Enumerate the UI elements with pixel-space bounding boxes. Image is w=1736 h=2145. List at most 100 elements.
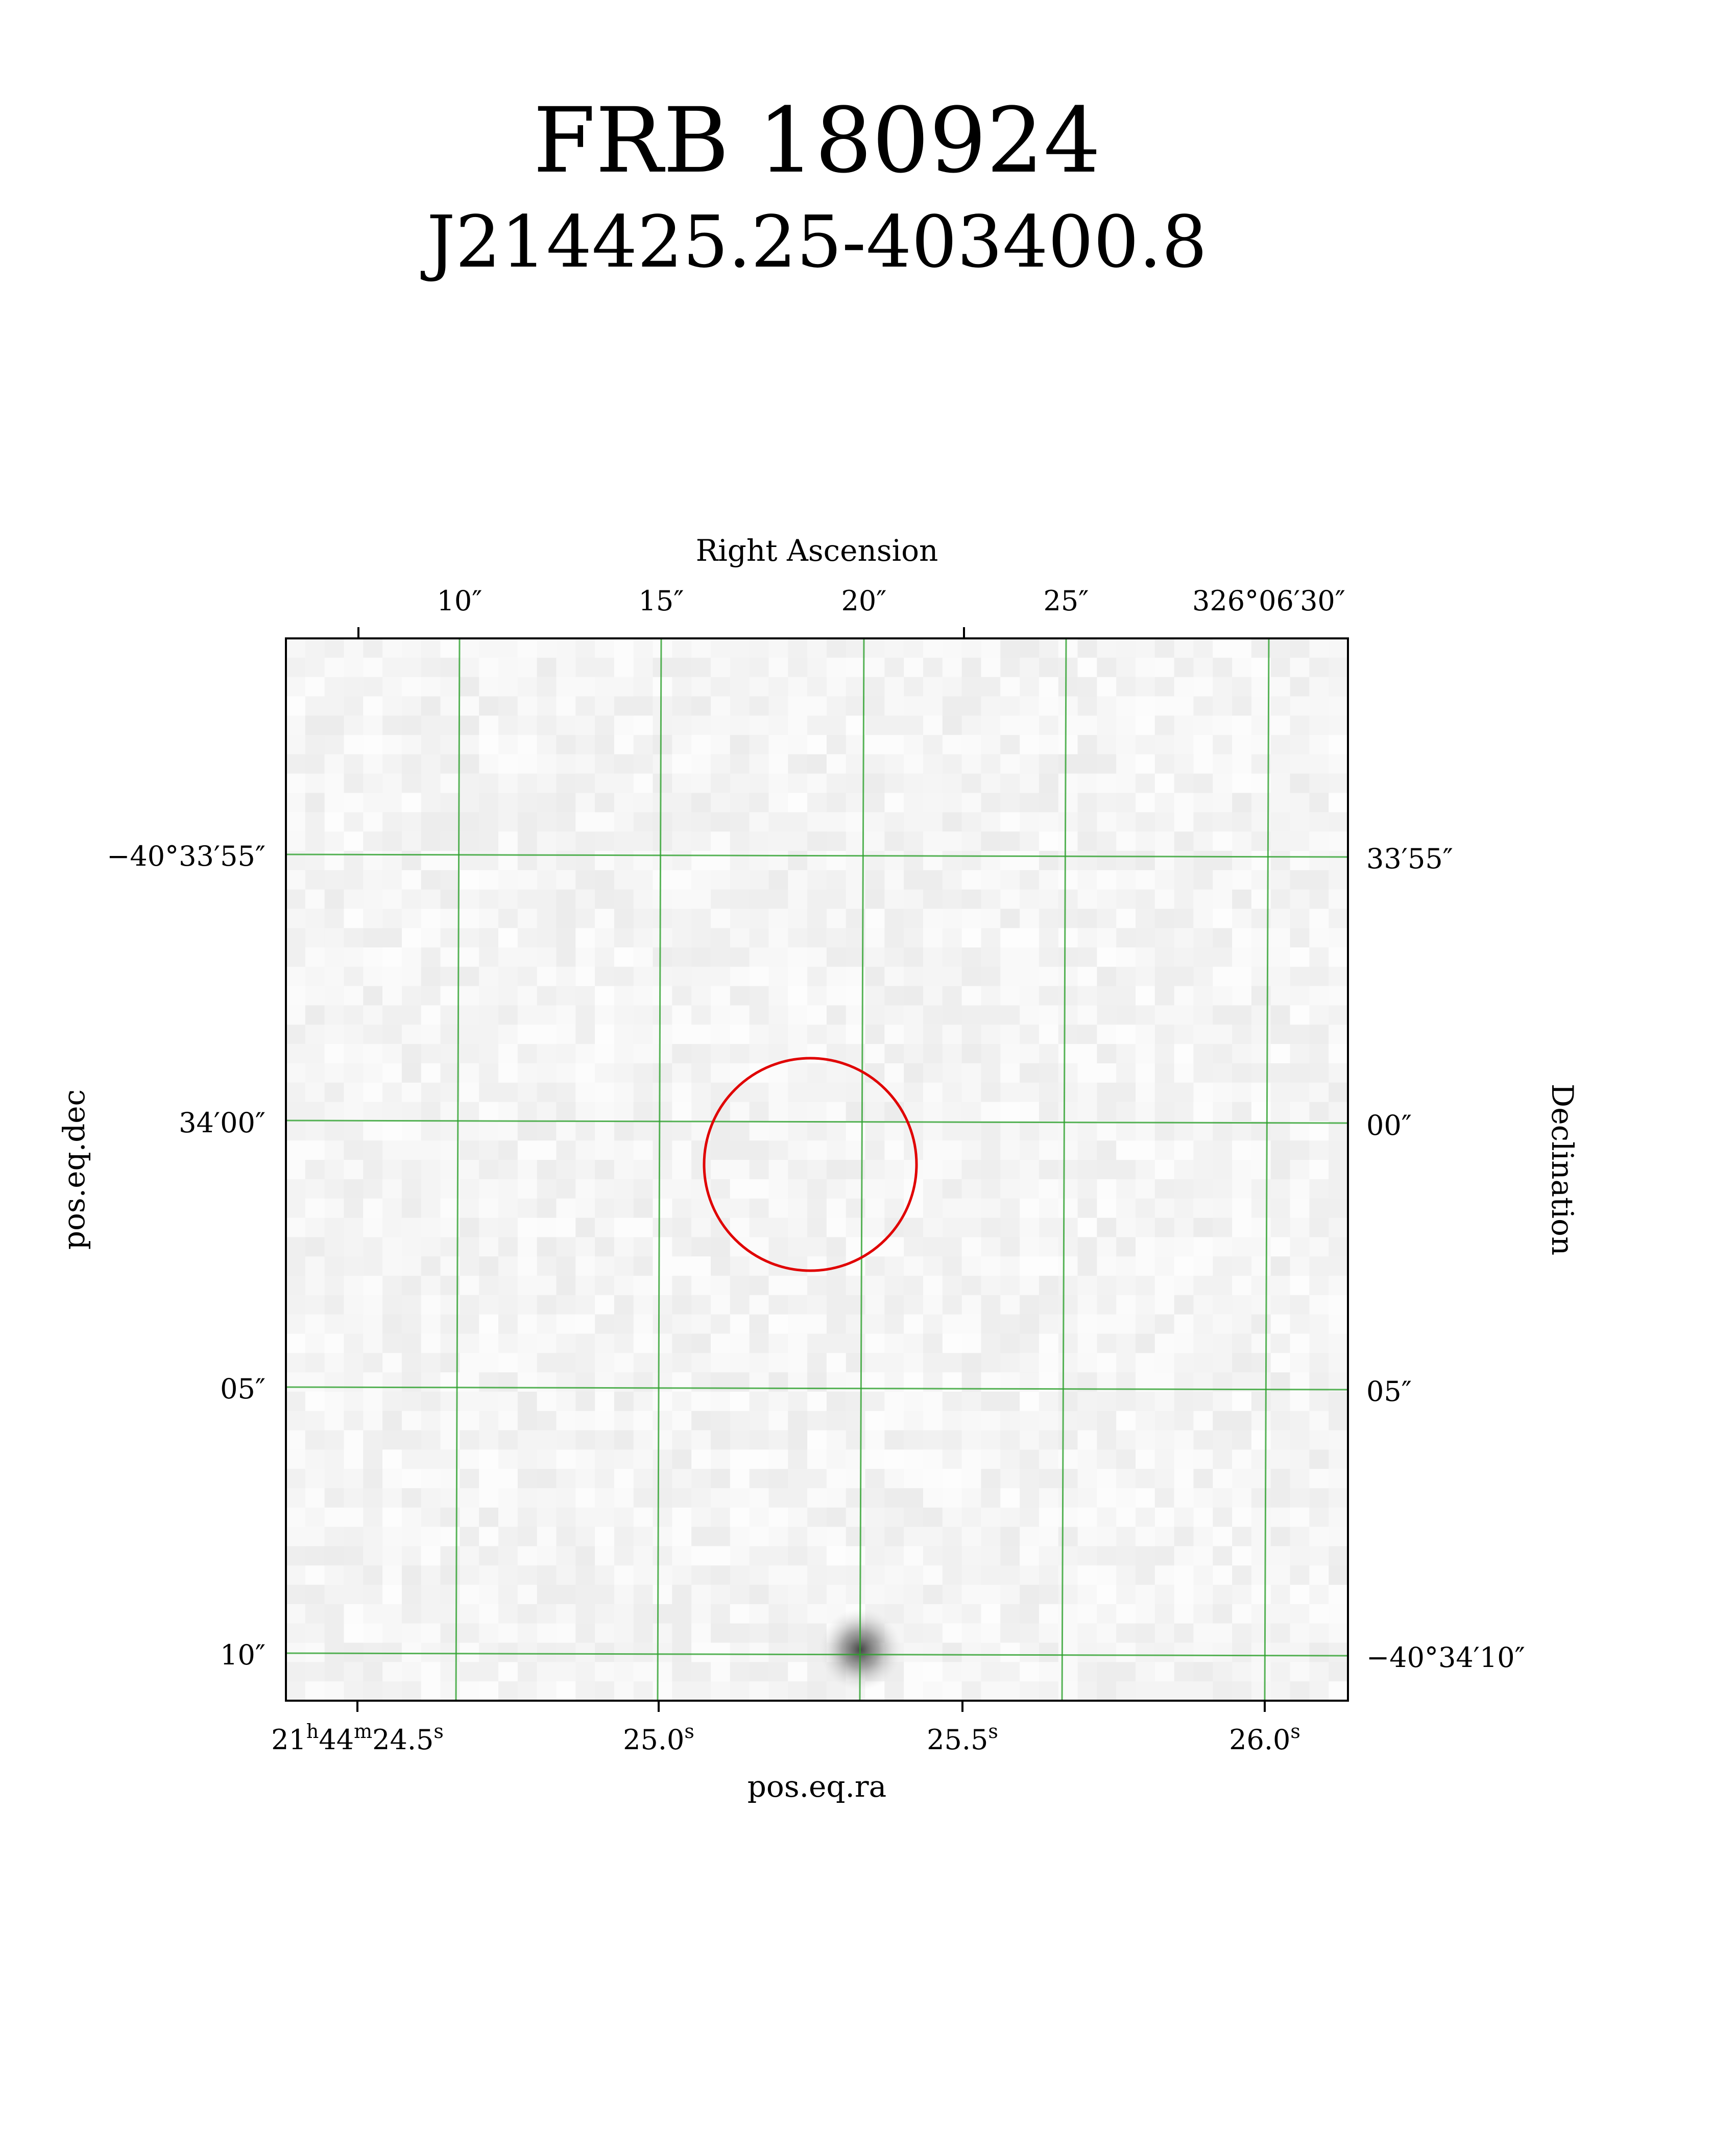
image-pixel	[1270, 1585, 1291, 1605]
image-pixel	[537, 1256, 557, 1276]
image-pixel	[305, 889, 325, 910]
image-pixel	[1097, 851, 1117, 871]
image-pixel	[1193, 1044, 1213, 1064]
image-pixel	[401, 1372, 422, 1392]
image-pixel	[1058, 1024, 1078, 1044]
image-pixel	[1154, 1160, 1175, 1180]
image-pixel	[807, 986, 827, 1006]
image-pixel	[460, 1488, 479, 1508]
image-pixel	[460, 1585, 479, 1605]
image-pixel	[1077, 986, 1097, 1006]
image-pixel	[1058, 870, 1078, 890]
image-pixel	[1232, 986, 1252, 1006]
image-pixel	[1020, 1623, 1040, 1643]
image-pixel	[904, 1218, 924, 1237]
image-pixel	[653, 1333, 672, 1353]
image-pixel	[401, 1082, 422, 1103]
image-pixel	[691, 696, 711, 716]
image-pixel	[305, 812, 325, 832]
image-pixel	[1251, 1585, 1271, 1605]
image-pixel	[691, 1372, 711, 1392]
image-pixel	[961, 1198, 982, 1219]
image-pixel	[1000, 1082, 1020, 1103]
image-pixel	[807, 735, 827, 755]
image-pixel	[1136, 735, 1155, 755]
image-pixel	[363, 1585, 383, 1605]
image-pixel	[1174, 1662, 1194, 1682]
image-pixel	[730, 1276, 750, 1296]
image-pixel	[653, 1044, 672, 1064]
image-pixel	[826, 1449, 847, 1469]
image-pixel	[672, 1527, 692, 1547]
image-pixel	[595, 1430, 615, 1450]
image-pixel	[923, 1353, 943, 1373]
image-pixel	[305, 716, 325, 735]
image-pixel	[1193, 1507, 1213, 1528]
image-pixel	[595, 812, 615, 832]
image-pixel	[1058, 1565, 1078, 1585]
image-pixel	[363, 1333, 383, 1353]
image-pixel	[1270, 831, 1291, 851]
image-pixel	[711, 754, 731, 774]
image-pixel	[440, 947, 460, 967]
image-pixel	[1290, 1121, 1310, 1141]
image-pixel	[575, 851, 595, 871]
image-pixel	[826, 1179, 847, 1199]
image-pixel	[653, 1507, 672, 1528]
image-pixel	[633, 1140, 654, 1160]
image-pixel	[286, 1276, 306, 1296]
image-pixel	[788, 947, 808, 967]
image-pixel	[575, 889, 595, 910]
image-pixel	[768, 1140, 788, 1160]
image-pixel	[749, 1430, 769, 1450]
image-pixel	[711, 1469, 731, 1489]
image-pixel	[1290, 1179, 1310, 1199]
image-pixel	[691, 677, 711, 697]
image-pixel	[460, 773, 479, 794]
image-pixel	[324, 1314, 345, 1334]
image-pixel	[537, 986, 557, 1006]
image-pixel	[382, 1449, 402, 1469]
image-pixel	[633, 1623, 654, 1643]
image-pixel	[672, 928, 692, 948]
image-pixel	[1174, 1179, 1194, 1199]
top-axis-label: Right Ascension	[696, 533, 938, 568]
image-pixel	[479, 1546, 499, 1566]
image-pixel	[1213, 1391, 1233, 1412]
image-pixel	[1213, 1604, 1233, 1624]
image-pixel	[711, 793, 731, 813]
image-pixel	[421, 1662, 441, 1682]
image-pixel	[1097, 1488, 1117, 1508]
image-pixel	[344, 1237, 364, 1257]
image-pixel	[904, 793, 924, 813]
image-pixel	[344, 696, 364, 716]
image-pixel	[1232, 1411, 1252, 1431]
image-pixel	[672, 1140, 692, 1160]
image-pixel	[517, 1353, 538, 1373]
image-pixel	[1309, 928, 1329, 948]
image-pixel	[1058, 1063, 1078, 1083]
image-pixel	[1116, 1430, 1136, 1450]
image-pixel	[537, 909, 557, 928]
image-pixel	[633, 1198, 654, 1219]
image-pixel	[1154, 1179, 1175, 1199]
image-pixel	[865, 1391, 885, 1412]
image-pixel	[1077, 1218, 1097, 1237]
image-pixel	[981, 812, 1001, 832]
image-pixel	[807, 1430, 827, 1450]
image-pixel	[1309, 812, 1329, 832]
image-pixel	[865, 1256, 885, 1276]
image-pixel	[788, 928, 808, 948]
image-pixel	[575, 831, 595, 851]
image-pixel	[421, 1179, 441, 1199]
image-pixel	[1136, 1488, 1155, 1508]
image-pixel	[1174, 1623, 1194, 1643]
image-pixel	[1213, 1160, 1233, 1180]
image-pixel	[1020, 1642, 1040, 1662]
image-pixel	[595, 1082, 615, 1103]
image-pixel	[1020, 986, 1040, 1006]
image-pixel	[556, 1063, 576, 1083]
image-pixel	[498, 1005, 518, 1025]
image-pixel	[865, 1565, 885, 1585]
image-pixel	[788, 1179, 808, 1199]
